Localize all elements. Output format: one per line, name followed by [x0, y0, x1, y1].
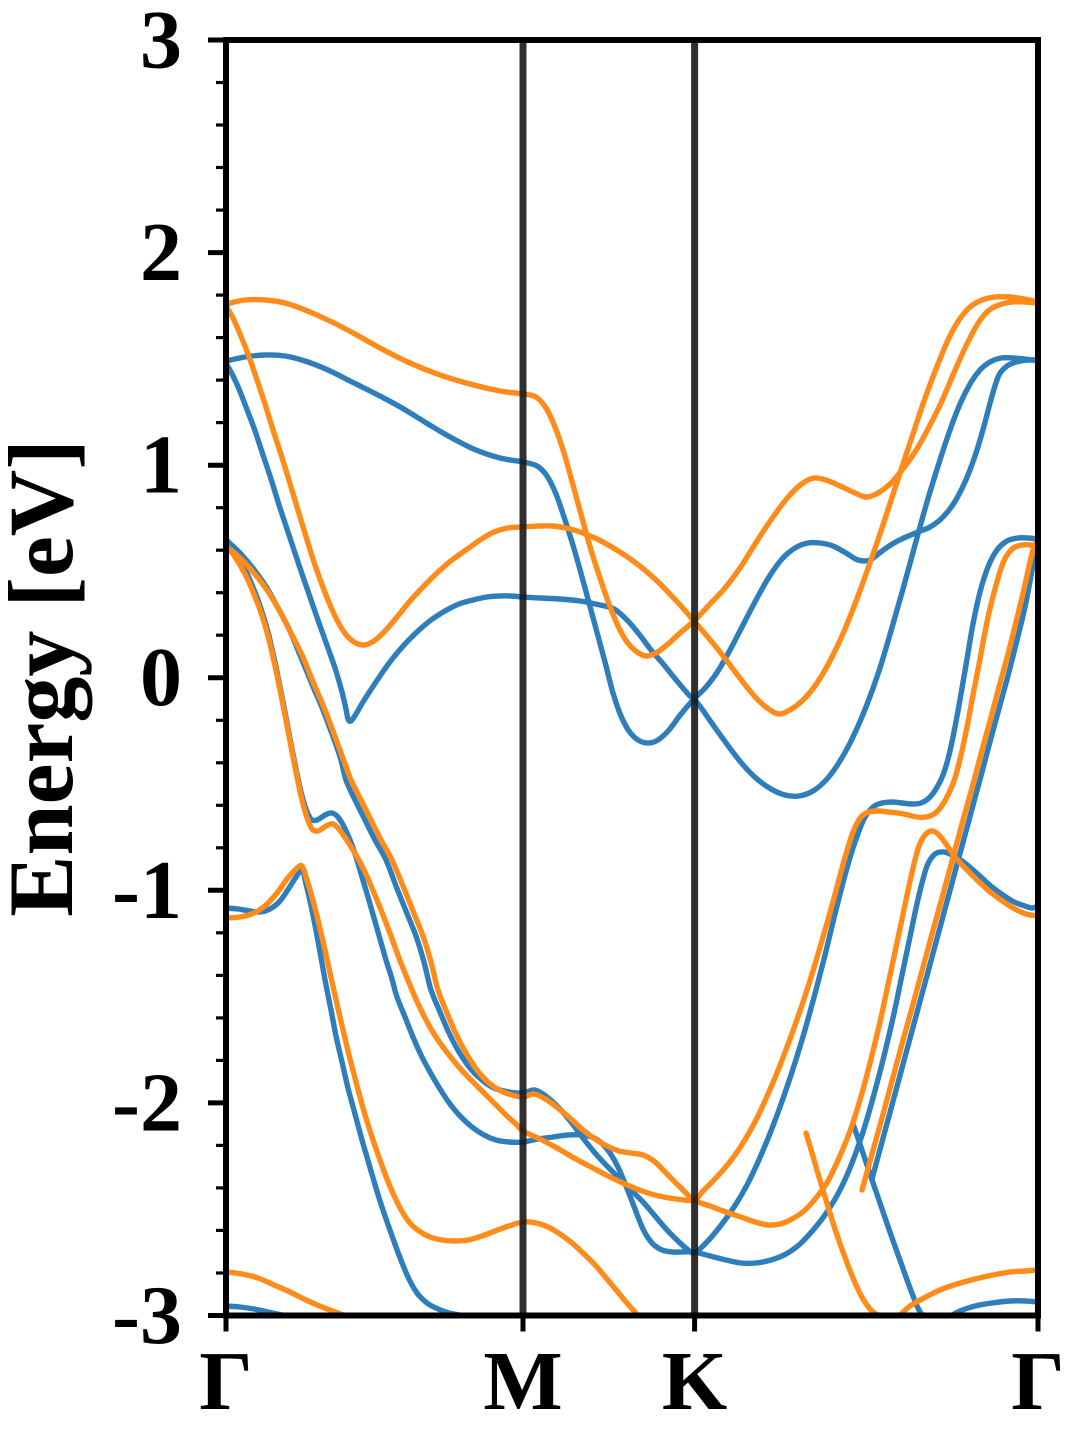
svg-text:1: 1 — [140, 419, 182, 512]
svg-text:K: K — [662, 1335, 727, 1428]
svg-text:Γ: Γ — [1011, 1335, 1064, 1428]
svg-text:-1: -1 — [112, 844, 182, 937]
svg-text:-2: -2 — [112, 1056, 182, 1149]
svg-text:Energy [eV]: Energy [eV] — [0, 439, 92, 917]
svg-text:Γ: Γ — [199, 1335, 252, 1428]
svg-text:M: M — [483, 1335, 562, 1428]
svg-text:0: 0 — [140, 631, 182, 724]
svg-text:-3: -3 — [112, 1269, 182, 1362]
svg-text:2: 2 — [140, 206, 182, 299]
svg-text:3: 3 — [140, 0, 182, 87]
